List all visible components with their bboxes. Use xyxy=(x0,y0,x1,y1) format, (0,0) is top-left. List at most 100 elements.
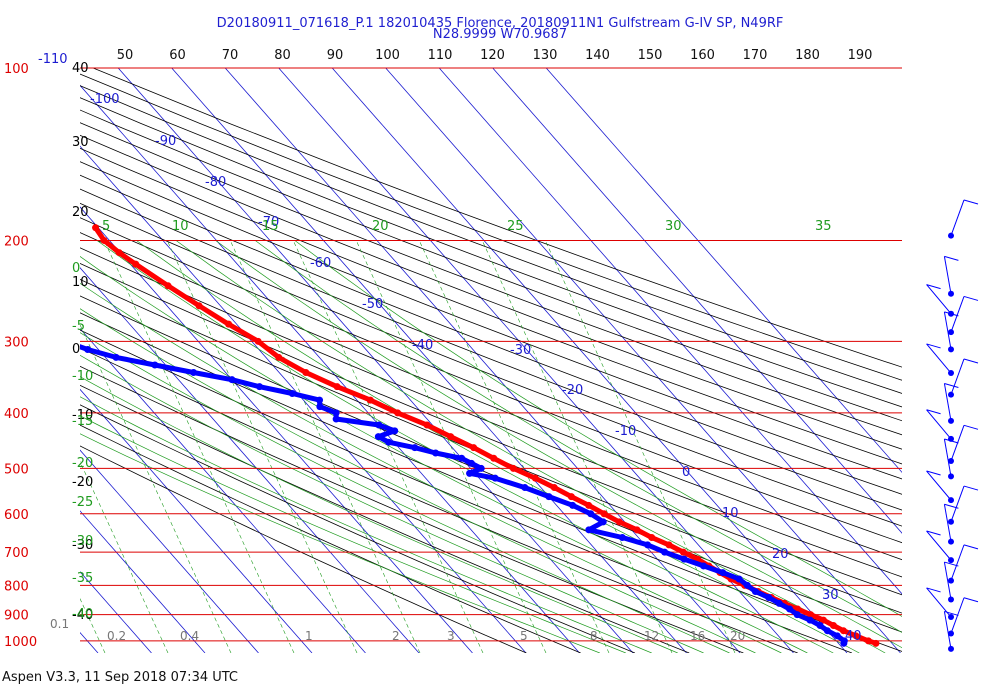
temperature-point xyxy=(829,621,837,629)
wind-barb-staff xyxy=(943,311,952,350)
wind-barb-flag xyxy=(926,343,941,349)
moist-adiabat-label: 20 xyxy=(372,219,389,234)
dry-adiabat-line xyxy=(80,263,902,596)
dry-adiabat-line xyxy=(92,68,902,368)
dry-adiabat-line xyxy=(80,445,527,653)
dewpoint-point xyxy=(151,361,159,369)
chart-subtitle: N28.9999 W70.9687 xyxy=(432,27,568,42)
temperature-point xyxy=(807,611,815,619)
dewpoint-point xyxy=(816,621,824,629)
isotherm-line xyxy=(331,68,848,653)
wind-barb-staff xyxy=(950,199,965,236)
top-axis-tick-label: 180 xyxy=(795,48,820,63)
isotherm-line xyxy=(492,68,902,534)
dewpoint-point xyxy=(112,353,120,361)
dewpoint-point xyxy=(765,593,773,601)
isotherm-label: -10 xyxy=(615,424,636,439)
dry-adiabat-line xyxy=(80,174,902,495)
isotherm-label: 10 xyxy=(722,506,739,521)
moist-adiabat-line xyxy=(80,396,652,653)
dewpoint-point xyxy=(256,383,264,391)
wind-barb-staff xyxy=(943,256,952,294)
wind-barb-staff xyxy=(943,611,952,649)
dewpoint-point xyxy=(391,427,399,435)
moist-adiabat-label: -20 xyxy=(72,456,93,471)
dewpoint-point xyxy=(587,510,595,518)
temperature-point xyxy=(585,501,593,509)
pressure-tick-label: 1000 xyxy=(4,635,37,650)
dewpoint-point xyxy=(59,329,66,336)
isotherm-label: -110 xyxy=(38,52,68,67)
top-axis-tick-label: 110 xyxy=(428,48,453,63)
wind-barb-staff xyxy=(943,504,952,542)
mixing-ratio-line xyxy=(544,239,736,653)
moist-adiabat-label: 15 xyxy=(262,219,279,234)
height-tick-label: -10 xyxy=(72,408,93,423)
temperature-point xyxy=(195,302,203,310)
dewpoint-point xyxy=(521,484,529,492)
dewpoint-point xyxy=(316,396,324,404)
mixing-ratio-label: 8 xyxy=(590,629,598,643)
isotherm-line xyxy=(171,68,687,653)
moist-adiabat-line xyxy=(80,376,678,653)
moist-adiabat-label: 5 xyxy=(102,219,110,234)
dry-adiabat-line xyxy=(80,232,902,561)
dewpoint-point xyxy=(618,533,626,541)
wind-barb-flag xyxy=(926,587,941,593)
wind-barb-staff xyxy=(943,383,952,421)
isotherm-line xyxy=(438,68,902,595)
dry-adiabat-line xyxy=(80,73,902,381)
temperature-point xyxy=(366,396,374,404)
dewpoint-point xyxy=(661,548,669,556)
isotherm-line xyxy=(0,68,45,653)
wind-barb-flag xyxy=(963,597,979,603)
temperature-point xyxy=(225,320,233,328)
pressure-tick-label: 900 xyxy=(4,609,29,624)
dewpoint-point xyxy=(332,415,340,423)
temperature-point xyxy=(100,236,108,244)
top-axis-tick-label: 120 xyxy=(480,48,505,63)
temperature-point xyxy=(531,474,539,482)
mixing-ratio-line xyxy=(418,239,610,653)
temperature-point xyxy=(633,526,641,534)
wind-barb-flag xyxy=(926,284,941,290)
dewpoint-point xyxy=(466,469,474,477)
top-axis-tick-label: 150 xyxy=(638,48,663,63)
moist-adiabat-line xyxy=(254,240,902,633)
dewpoint-point xyxy=(288,390,296,398)
isotherm-line xyxy=(117,68,634,653)
dry-adiabat-line xyxy=(80,279,902,614)
temperature-point xyxy=(509,464,517,472)
wind-barb-flag xyxy=(963,199,979,205)
dewpoint-point xyxy=(700,562,708,570)
dewpoint-point xyxy=(823,627,831,635)
wind-barb-flag xyxy=(944,438,959,444)
temperature-point xyxy=(567,493,575,501)
wind-barb-flag xyxy=(963,295,979,301)
temperature-point xyxy=(648,533,656,541)
dewpoint-point xyxy=(477,464,485,472)
mixing-ratio-line xyxy=(103,239,295,653)
moist-adiabat-label: -15 xyxy=(72,414,93,429)
top-axis-tick-label: 80 xyxy=(274,48,291,63)
mixing-ratio-label: 0.2 xyxy=(107,629,126,643)
dry-adiabat-line xyxy=(80,97,902,408)
height-tick-label: -40 xyxy=(72,608,93,623)
height-tick-label: 30 xyxy=(72,135,89,150)
mixing-ratio-label: 3 xyxy=(447,629,455,643)
wind-barb-flag xyxy=(963,358,979,364)
moist-adiabat-line xyxy=(80,256,808,653)
wind-barb-flag xyxy=(944,503,959,509)
dewpoint-point xyxy=(719,569,727,577)
wind-barb-flag xyxy=(944,311,959,317)
mixing-ratio-line xyxy=(481,239,673,653)
dewpoint-point xyxy=(316,403,324,411)
dewpoint-point xyxy=(585,526,593,534)
wind-barb-flag xyxy=(944,561,959,567)
dewpoint-point xyxy=(190,368,198,376)
moist-adiabat-label: 30 xyxy=(665,219,682,234)
isotherm-label: -20 xyxy=(562,383,583,398)
temperature-point xyxy=(302,368,310,376)
temperature-point xyxy=(600,510,608,518)
